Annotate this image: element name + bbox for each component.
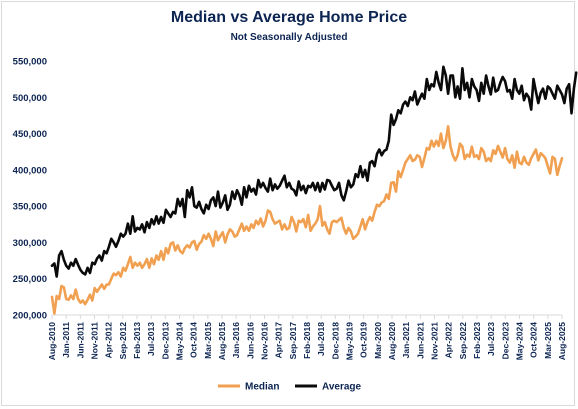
x-tick-label: Jul-2023 — [486, 322, 496, 356]
x-tick-label: May-2014 — [175, 322, 185, 361]
x-tick-label: Jul-2013 — [146, 322, 156, 356]
y-tick-label: 500,000 — [13, 93, 47, 104]
x-tick-label: Feb-2023 — [472, 322, 482, 359]
x-tick-label: Dec-2018 — [330, 322, 340, 360]
x-tick-label: Jul-2018 — [316, 322, 326, 356]
x-tick-label: Jun-2011 — [75, 322, 85, 359]
legend-label-median: Median — [245, 382, 279, 393]
x-tick-label: Jun-2016 — [245, 322, 255, 359]
legend-label-average: Average — [322, 382, 362, 393]
legend: Median Average — [218, 382, 362, 393]
y-tick-label: 250,000 — [13, 274, 47, 285]
chart-subtitle: Not Seasonally Adjusted — [230, 32, 348, 43]
x-tick-label: Aug-2010 — [47, 322, 57, 361]
x-tick-label: Aug-2020 — [387, 322, 397, 361]
chart-title: Median vs Average Home Price — [170, 9, 408, 26]
x-tick-label: Dec-2023 — [500, 322, 510, 360]
y-tick-label: 350,000 — [13, 202, 47, 213]
y-axis: 200,000 250,000 300,000 350,000 400,000 450,0… — [13, 57, 47, 322]
x-tick-label: Nov-2021 — [430, 322, 440, 360]
x-axis: Aug-2010 Jan-2011 Jun-2011 Nov-2011 Apr-2012… — [47, 314, 567, 361]
x-tick-label: Aug-2025 — [557, 322, 567, 361]
x-tick-label: Jan-2011 — [61, 322, 71, 358]
x-tick-label: May-2019 — [345, 322, 355, 361]
x-tick-label: Aug-2015 — [217, 322, 227, 361]
y-tick-label: 300,000 — [13, 238, 47, 249]
x-tick-label: Feb-2013 — [132, 322, 142, 359]
x-tick-label: Dec-2013 — [160, 322, 170, 360]
x-tick-label: Apr-2022 — [444, 322, 454, 359]
y-tick-label: 450,000 — [13, 129, 47, 140]
x-tick-label: Mar-2020 — [373, 322, 383, 359]
x-tick-label: May-2024 — [515, 322, 525, 361]
x-tick-label: Sep-2017 — [288, 322, 298, 360]
x-tick-label: Nov-2011 — [90, 322, 100, 360]
x-tick-label: Nov-2016 — [260, 322, 270, 360]
x-tick-label: Feb-2018 — [302, 322, 312, 359]
series-line-average — [50, 65, 578, 278]
x-tick-label: Apr-2017 — [274, 322, 284, 359]
x-tick-label: Sep-2012 — [118, 322, 128, 360]
x-tick-label: Jun-2021 — [415, 322, 425, 359]
x-tick-label: Mar-2015 — [203, 322, 213, 359]
x-tick-label: Jan-2016 — [231, 322, 241, 359]
x-tick-label: Apr-2012 — [104, 322, 114, 359]
x-tick-label: Sep-2022 — [458, 322, 468, 360]
x-tick-label: Oct-2019 — [359, 322, 369, 358]
x-tick-label: Jan-2021 — [401, 322, 411, 359]
x-tick-label: Oct-2024 — [529, 322, 539, 358]
y-tick-label: 550,000 — [13, 57, 47, 68]
series-layer — [50, 65, 578, 315]
y-tick-label: 200,000 — [13, 311, 47, 322]
x-tick-label: Oct-2014 — [189, 322, 199, 358]
series-line-median — [50, 125, 564, 315]
x-tick-label: Mar-2025 — [543, 322, 553, 359]
y-tick-label: 400,000 — [13, 165, 47, 176]
